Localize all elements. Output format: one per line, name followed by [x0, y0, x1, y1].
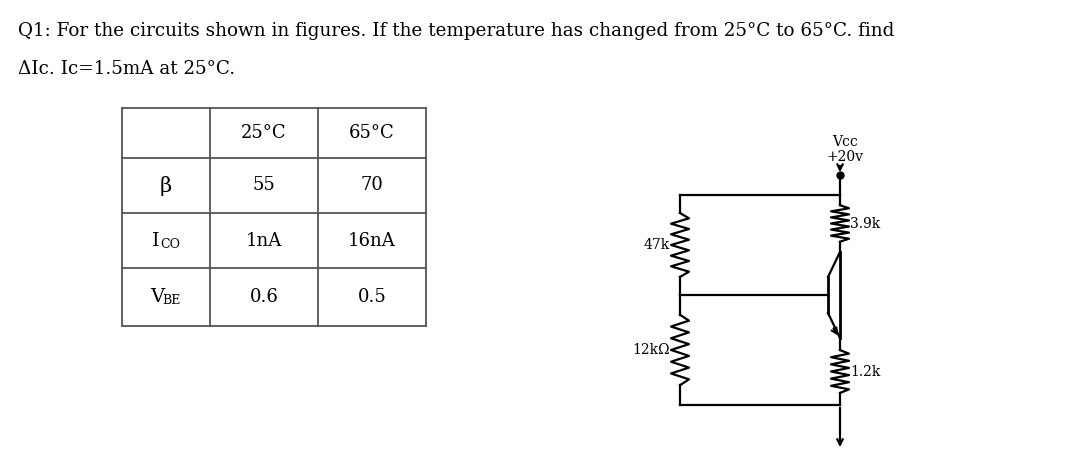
Text: 3.9k: 3.9k — [850, 217, 880, 231]
Text: 1nA: 1nA — [246, 232, 282, 250]
Text: 47k: 47k — [644, 238, 670, 252]
Text: +20v: +20v — [826, 150, 864, 164]
Text: BE: BE — [162, 294, 180, 307]
Text: Q1: For the circuits shown in figures. If the temperature has changed from 25°C : Q1: For the circuits shown in figures. I… — [18, 22, 894, 40]
Text: CO: CO — [160, 238, 180, 251]
Text: Vcc: Vcc — [832, 135, 858, 149]
Text: β: β — [160, 175, 172, 195]
Text: V: V — [150, 288, 164, 306]
Text: 70: 70 — [361, 176, 383, 194]
Text: 1.2k: 1.2k — [850, 364, 880, 378]
Text: 25°C: 25°C — [241, 124, 287, 142]
Text: 16nA: 16nA — [348, 232, 396, 250]
Text: 65°C: 65°C — [349, 124, 395, 142]
Text: 0.5: 0.5 — [357, 288, 387, 306]
Text: 12kΩ: 12kΩ — [633, 343, 670, 357]
Text: 55: 55 — [253, 176, 275, 194]
Text: I: I — [152, 232, 160, 250]
Text: 0.6: 0.6 — [249, 288, 279, 306]
Text: ΔIc. Ic=1.5mA at 25°C.: ΔIc. Ic=1.5mA at 25°C. — [18, 60, 235, 78]
